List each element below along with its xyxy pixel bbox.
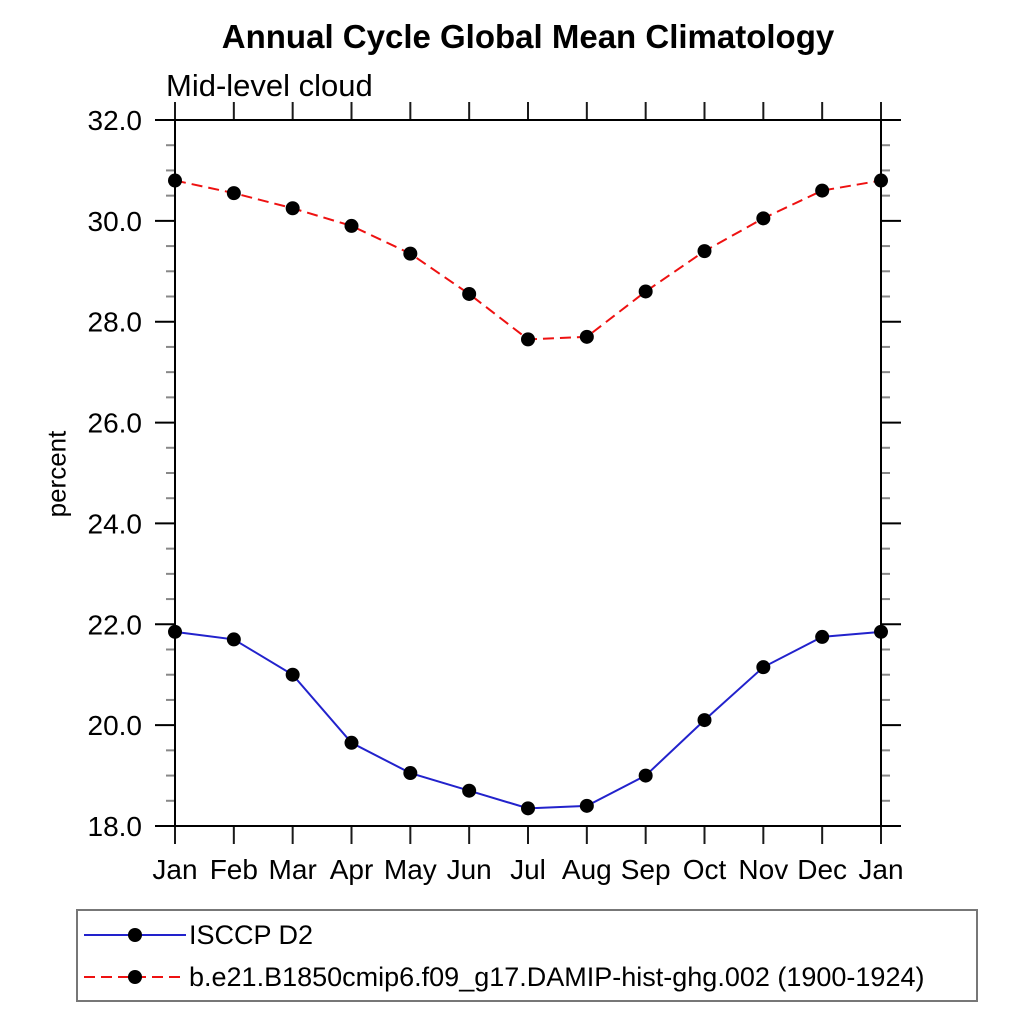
data-point (579, 329, 594, 344)
y-tick-label: 20.0 (88, 710, 143, 741)
x-tick-label: Oct (683, 854, 727, 885)
x-tick-label: Dec (797, 854, 847, 885)
data-point (226, 632, 241, 647)
chart-title: Annual Cycle Global Mean Climatology (221, 18, 835, 55)
data-point (697, 713, 712, 728)
y-tick-label: 24.0 (88, 508, 143, 539)
legend-label: b.e21.B1850cmip6.f09_g17.DAMIP-hist-ghg.… (189, 961, 925, 992)
series-line-1 (174, 179, 882, 341)
data-point (638, 284, 653, 299)
data-point (462, 286, 477, 301)
data-point (874, 624, 888, 639)
y-tick-label: 30.0 (88, 206, 143, 237)
y-tick-label: 28.0 (88, 307, 143, 338)
data-point (638, 768, 653, 783)
x-tick-label: Sep (621, 854, 671, 885)
data-point (521, 801, 535, 816)
data-point (344, 218, 359, 233)
data-point (168, 624, 182, 639)
legend-item-isccp-d2: ISCCP D2 (84, 920, 313, 950)
x-tick-label: May (384, 854, 437, 885)
y-tick-label: 22.0 (88, 609, 143, 640)
data-point (285, 201, 300, 216)
y-tick-label: 26.0 (88, 408, 143, 439)
data-point (697, 244, 712, 259)
data-point (403, 246, 418, 261)
data-point (756, 211, 771, 226)
x-tick-label: Mar (269, 854, 317, 885)
y-tick-label: 32.0 (88, 105, 143, 136)
legend-box: ISCCP D2 b.e21.B1850cmip6.f09_g17.DAMIP-… (76, 909, 978, 1002)
x-tick-label: Nov (738, 854, 788, 885)
data-point (815, 629, 830, 644)
data-point (756, 660, 771, 675)
data-point (521, 332, 535, 347)
y-tick-label: 18.0 (88, 811, 143, 842)
x-tick-label: Apr (330, 854, 374, 885)
legend-line-sample-solid (84, 928, 186, 942)
data-point (815, 183, 830, 198)
data-point (462, 783, 477, 798)
data-point (226, 186, 241, 201)
x-tick-label: Jan (858, 854, 903, 885)
chart-subtitle: Mid-level cloud (166, 68, 373, 103)
data-point (874, 173, 888, 188)
x-tick-label: Jan (152, 854, 197, 885)
legend-marker (128, 970, 142, 984)
plot-frame (174, 119, 882, 827)
data-point (403, 766, 418, 781)
legend-label: ISCCP D2 (189, 919, 314, 950)
x-tick-label: Aug (562, 854, 612, 885)
legend-item-model-run: b.e21.B1850cmip6.f09_g17.DAMIP-hist-ghg.… (84, 962, 924, 992)
legend-marker (128, 928, 142, 942)
data-point (168, 173, 182, 188)
x-tick-label: Feb (210, 854, 258, 885)
x-tick-label: Jun (447, 854, 492, 885)
data-point (579, 798, 594, 813)
data-point (344, 735, 359, 750)
data-point (285, 667, 300, 682)
legend-line-sample-dashed (84, 970, 186, 984)
series-line-0 (174, 630, 882, 810)
x-tick-label: Jul (510, 854, 546, 885)
